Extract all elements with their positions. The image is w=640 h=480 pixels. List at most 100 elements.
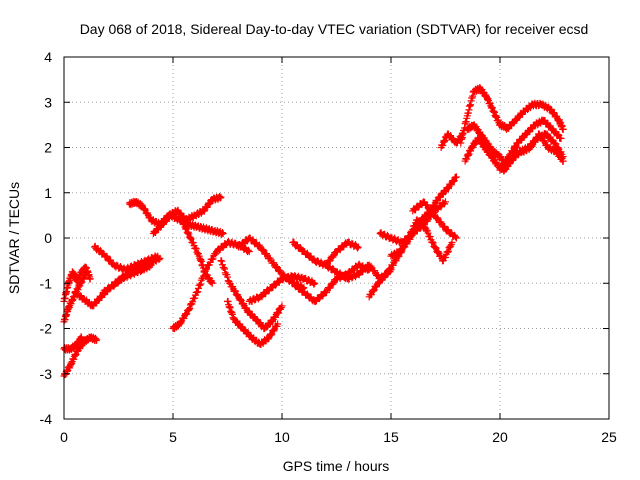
data-point-trace <box>505 151 513 159</box>
y-tick-label: 0 <box>44 230 52 246</box>
data-point-trace <box>209 255 217 263</box>
data-point-trace <box>189 298 197 306</box>
data-point-trace <box>218 229 226 237</box>
data-point-trace <box>329 253 337 261</box>
y-tick-label: -2 <box>40 321 53 337</box>
data-point-trace <box>426 233 434 241</box>
data-point-trace <box>155 256 163 264</box>
data-point-trace <box>537 132 545 140</box>
data-point-trace <box>405 233 413 241</box>
data-point-trace <box>433 214 441 222</box>
y-axis-label: SDTVAR / TECUs <box>6 182 22 294</box>
data-point-trace <box>527 142 535 150</box>
y-tick-label: -1 <box>40 275 53 291</box>
data-point-trace <box>383 270 391 278</box>
data-point-trace <box>270 259 278 267</box>
data-point-trace <box>216 194 224 202</box>
data-point <box>354 243 362 251</box>
x-tick-label: 5 <box>169 429 177 445</box>
data-point <box>156 254 164 262</box>
data-point-trace <box>272 281 280 289</box>
data-point-trace <box>451 174 459 182</box>
x-tick-label: 0 <box>60 429 68 445</box>
y-tick-label: 4 <box>44 49 52 65</box>
data-point <box>217 193 225 201</box>
x-tick-label: 15 <box>383 429 399 445</box>
y-tick-label: 3 <box>44 94 52 110</box>
data-point-trace <box>403 237 411 245</box>
data-point-trace <box>183 310 191 318</box>
data-point-trace <box>277 305 285 313</box>
data-point <box>559 125 567 133</box>
data-point-trace <box>498 164 506 172</box>
data-point-trace <box>205 200 213 208</box>
data-point-trace <box>239 300 247 308</box>
data-point-trace <box>267 331 275 339</box>
data-point-trace <box>500 160 508 168</box>
data-point-trace <box>437 203 445 211</box>
x-tick-label: 10 <box>274 429 290 445</box>
data-point <box>77 334 85 342</box>
data-point-trace <box>362 265 370 273</box>
data-point-trace <box>244 246 252 254</box>
data-point-trace <box>414 203 422 211</box>
data-point-trace <box>141 205 149 213</box>
data-point-trace <box>296 243 304 251</box>
data-point-trace <box>194 288 202 296</box>
data-point-trace <box>191 294 199 302</box>
data-point-trace <box>315 295 323 303</box>
data-point-trace <box>424 229 432 237</box>
data-point-trace <box>444 248 452 256</box>
data-point-trace <box>273 263 281 271</box>
data-points <box>60 84 567 380</box>
data-point <box>208 279 216 287</box>
data-point <box>452 234 460 242</box>
data-point-trace <box>449 177 457 185</box>
data-point-trace <box>182 311 190 319</box>
data-point-trace <box>264 335 272 343</box>
y-tick-label: 2 <box>44 140 52 156</box>
data-point <box>186 234 194 242</box>
data-point-trace <box>192 244 200 252</box>
data-point-trace <box>197 280 205 288</box>
data-point-trace <box>192 245 200 253</box>
data-point-trace <box>221 265 229 273</box>
data-point <box>274 320 282 328</box>
data-point-trace <box>396 246 404 254</box>
data-point-trace <box>434 249 442 257</box>
data-point-trace <box>528 125 536 133</box>
data-point-trace <box>429 239 437 247</box>
chart-title: Day 068 of 2018, Sidereal Day-to-day VTE… <box>80 21 589 37</box>
data-point-trace <box>402 238 410 246</box>
data-point-trace <box>550 109 558 117</box>
data-point-trace <box>554 131 562 139</box>
data-point-trace <box>409 225 417 233</box>
data-point-trace <box>296 284 304 292</box>
data-point-trace <box>353 244 361 252</box>
data-point-trace <box>220 263 228 271</box>
data-point-trace <box>326 257 334 265</box>
data-point-trace <box>367 291 375 299</box>
data-point-trace <box>427 206 435 214</box>
data-point-trace <box>428 238 436 246</box>
data-point-trace <box>329 280 337 288</box>
data-point-trace <box>386 265 394 273</box>
data-point-trace <box>370 287 378 295</box>
data-point <box>219 229 227 237</box>
data-point <box>559 157 567 165</box>
data-point-trace <box>231 287 239 295</box>
y-tick-label: -3 <box>40 366 53 382</box>
data-point-trace <box>187 235 195 243</box>
data-point-trace <box>277 304 285 312</box>
data-point-trace <box>240 239 248 247</box>
data-point-trace <box>179 212 187 220</box>
data-point-trace <box>189 239 197 247</box>
data-point <box>311 279 319 287</box>
data-point-trace <box>185 306 193 314</box>
data-point-trace <box>216 192 224 200</box>
data-point-trace <box>540 137 548 145</box>
data-point-trace <box>218 257 226 265</box>
data-point-trace <box>196 281 204 289</box>
y-tick-label: 1 <box>44 185 52 201</box>
